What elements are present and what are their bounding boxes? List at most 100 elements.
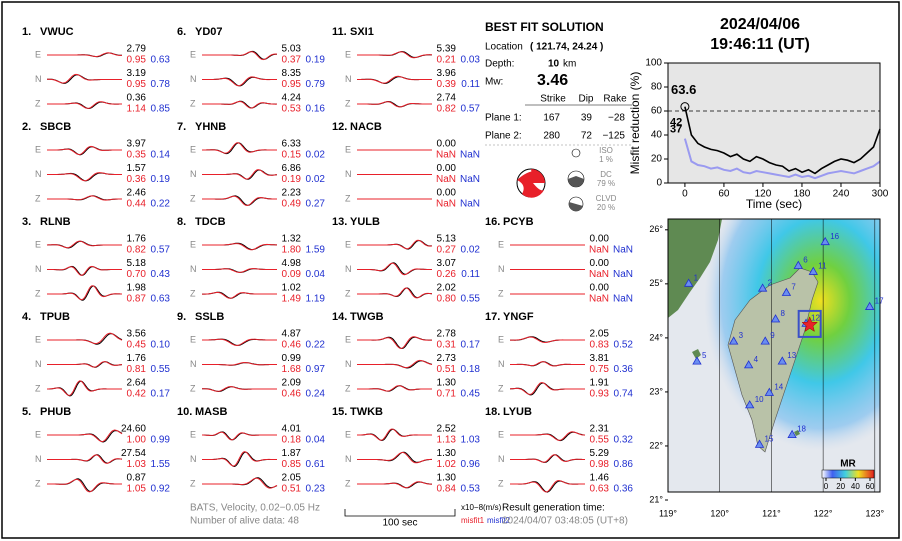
- component: E: [190, 429, 196, 439]
- misfit2: 0.79: [306, 79, 326, 90]
- lat-label: 26°: [649, 224, 663, 234]
- amplitude: 3.07: [437, 258, 457, 269]
- synthetic-trace: [202, 361, 277, 366]
- station-name: SXI1: [350, 26, 374, 38]
- misfit1: 0.37: [282, 55, 302, 66]
- amplitude: 0.99: [282, 353, 302, 364]
- station-number: 1.: [22, 26, 31, 38]
- amplitude: 1.30: [437, 378, 457, 389]
- synthetic-trace: [202, 451, 277, 467]
- station-label: 8: [781, 309, 786, 318]
- synthetic-trace: [202, 338, 277, 347]
- misfit2: 0.63: [151, 55, 171, 66]
- component: Z: [498, 478, 504, 488]
- station-label: 12: [811, 313, 820, 322]
- amplitude: 24.60: [121, 424, 146, 435]
- misfit2: 0.61: [306, 459, 326, 470]
- synthetic-trace: [47, 145, 122, 156]
- observed-trace: [357, 50, 432, 58]
- component: N: [190, 264, 197, 274]
- misfit1: 0.55: [590, 435, 610, 446]
- station-number: 5.: [22, 406, 31, 418]
- misfit2: 0.32: [614, 435, 634, 446]
- component: Z: [345, 383, 351, 393]
- misfit2: 0.22: [306, 340, 326, 351]
- colorbar-label: 0: [824, 482, 829, 491]
- dc-ball: [567, 170, 585, 188]
- component: N: [345, 359, 352, 369]
- synthetic-trace: [47, 172, 122, 182]
- misfit1: 0.15: [282, 150, 302, 161]
- station-marker: [757, 283, 768, 292]
- value: 39: [581, 113, 593, 124]
- component: Z: [498, 288, 504, 298]
- y-tick-label: 60: [651, 106, 663, 117]
- amplitude: 1.57: [127, 163, 147, 174]
- misfit1: 0.31: [437, 340, 457, 351]
- synthetic-trace: [202, 195, 277, 207]
- misfit1: 0.84: [437, 484, 457, 495]
- component: E: [345, 144, 351, 154]
- x-axis-label: Time (sec): [746, 197, 802, 211]
- component: E: [345, 49, 351, 59]
- component: E: [498, 429, 504, 439]
- misfit2: 0.19: [306, 55, 326, 66]
- synthetic-trace: [509, 382, 585, 395]
- misfit1: 0.98: [590, 459, 610, 470]
- annotation: 63.6: [671, 82, 696, 97]
- amplitude: 2.09: [282, 378, 302, 389]
- synthetic-trace: [202, 142, 277, 154]
- value: 280: [543, 131, 560, 142]
- misfit2: 0.24: [306, 389, 326, 400]
- misfit1: 1.03: [127, 459, 147, 470]
- station-name: SSLB: [195, 311, 224, 323]
- misfit2: NaN: [460, 199, 480, 210]
- synthetic-trace: [46, 240, 122, 249]
- map-border: [667, 218, 881, 493]
- synthetic-trace: [357, 51, 433, 59]
- colorbar-label: 60: [866, 482, 875, 491]
- amplitude: 3.81: [590, 353, 610, 364]
- component: N: [345, 74, 352, 84]
- misfit1: 1.49: [282, 294, 302, 305]
- location: ( 121.74, 24.24 ): [530, 42, 603, 53]
- amplitude: 1.76: [127, 234, 147, 245]
- misfit1: 0.51: [282, 484, 302, 495]
- synthetic-trace: [357, 239, 433, 250]
- y-tick-label: 20: [651, 154, 663, 165]
- amplitude: 2.46: [127, 188, 147, 199]
- misfit2: 0.57: [461, 104, 481, 115]
- component: Z: [345, 98, 351, 108]
- lon-label: 119°: [659, 508, 677, 518]
- scale-label: 100 sec: [382, 518, 417, 529]
- station-name: MASB: [195, 406, 227, 418]
- misfit2: NaN: [613, 294, 633, 305]
- beachball: [516, 168, 546, 198]
- synthetic-trace: [357, 481, 433, 489]
- misfit2: 0.55: [461, 294, 481, 305]
- misfit1: 0.42: [127, 389, 147, 400]
- source: BATS, Velocity, 0.02−0.05 Hz: [190, 503, 320, 514]
- station-name: TPUB: [40, 311, 70, 323]
- amplitude: 2.52: [437, 424, 457, 435]
- station-label: 7: [791, 283, 796, 292]
- synthetic-trace: [202, 100, 278, 109]
- misfit1: 0.70: [127, 269, 147, 280]
- component: N: [190, 359, 197, 369]
- misfit1: 0.95: [282, 79, 302, 90]
- observed-trace: [202, 142, 277, 155]
- component: E: [190, 334, 196, 344]
- epicenter: [801, 316, 818, 332]
- misfit1: 0.19: [282, 174, 302, 185]
- station-marker: [781, 287, 792, 296]
- synthetic-trace: [357, 385, 432, 392]
- misfit1: 0.45: [127, 340, 147, 351]
- x-tick-label: 180: [794, 189, 811, 200]
- station-number: 15.: [332, 406, 347, 418]
- misfit2: 0.86: [614, 459, 634, 470]
- station-label: 5: [702, 351, 707, 360]
- amplitude: 2.05: [282, 473, 302, 484]
- alive-count: Number of alive data: 48: [190, 516, 299, 527]
